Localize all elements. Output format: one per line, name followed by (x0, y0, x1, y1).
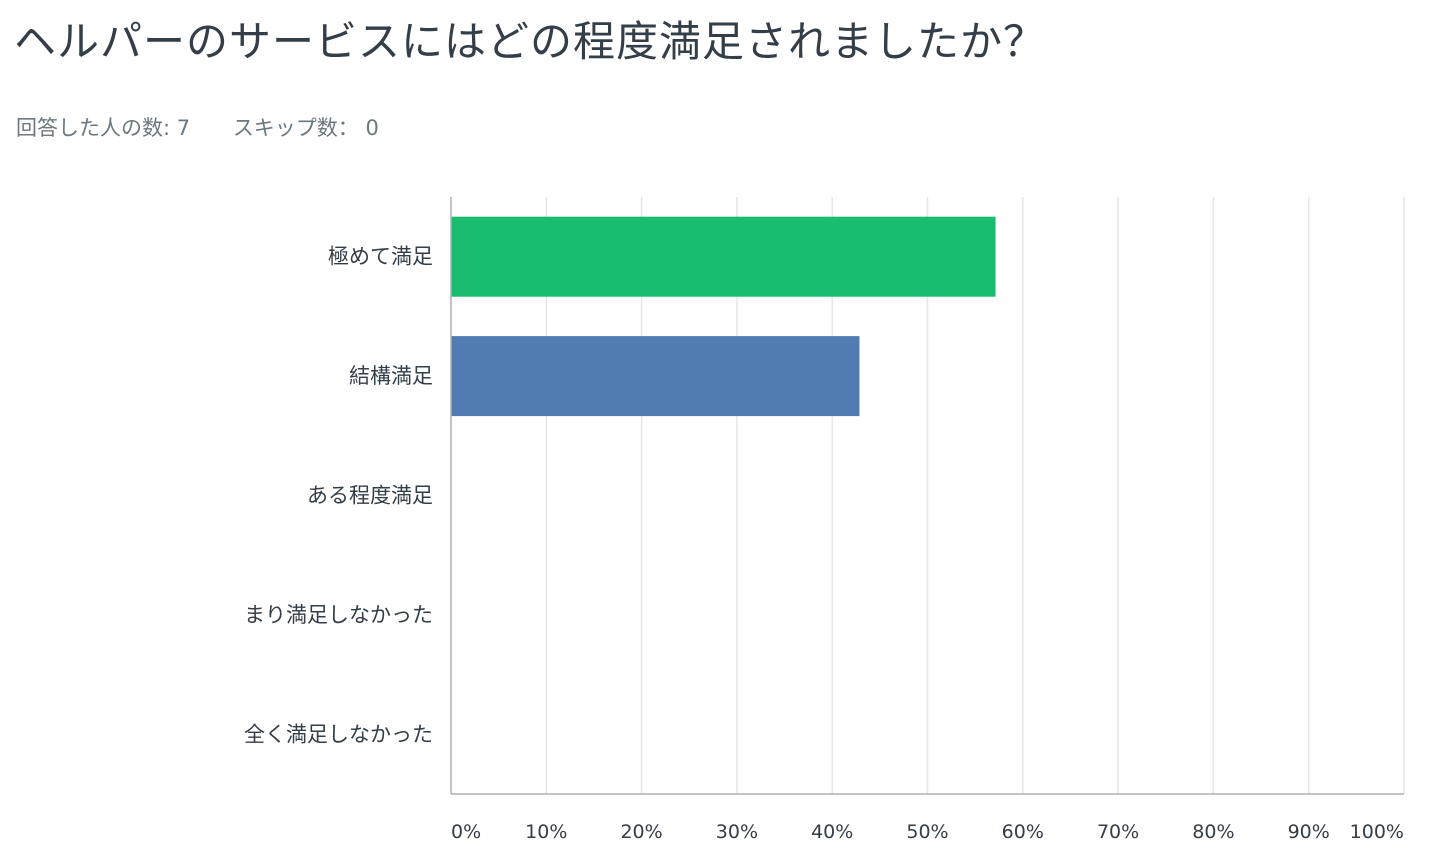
category-label: 極めて満足 (328, 245, 433, 269)
x-tick-label: 80% (1192, 821, 1234, 843)
x-tick-label: 10% (525, 821, 567, 843)
category-label: ある程度満足 (307, 484, 433, 508)
question-title: ヘルパーのサービスにはどの程度満足されましたか？ (14, 17, 1047, 66)
x-tick-label: 30% (716, 821, 758, 843)
x-tick-label: 50% (906, 821, 948, 843)
bar (451, 336, 860, 417)
x-tick-label: 100% (1350, 821, 1404, 843)
category-label: 結構満足 (349, 364, 433, 388)
bars (451, 216, 996, 417)
x-tick-label: 60% (1002, 821, 1044, 843)
x-tick-label: 0% (451, 821, 481, 843)
category-label: 全く満足しなかった (244, 722, 433, 746)
skipped-count: スキップ数： 0 (232, 116, 379, 140)
x-tick-label: 70% (1097, 821, 1139, 843)
response-stats: 回答した人の数: 7 スキップ数： 0 (16, 112, 415, 142)
x-tick-label: 40% (811, 821, 853, 843)
x-tick-label: 90% (1288, 821, 1330, 843)
axes (450, 197, 1404, 795)
x-tick-label: 20% (620, 821, 662, 843)
answered-count: 回答した人の数: 7 (16, 116, 191, 140)
bar (451, 216, 996, 297)
x-tick-labels: 0% 10% 20% 30% 40% 50% 60% 70% 80% 90% 100% (451, 821, 1404, 843)
category-label: まり満足しなかった (244, 603, 433, 627)
